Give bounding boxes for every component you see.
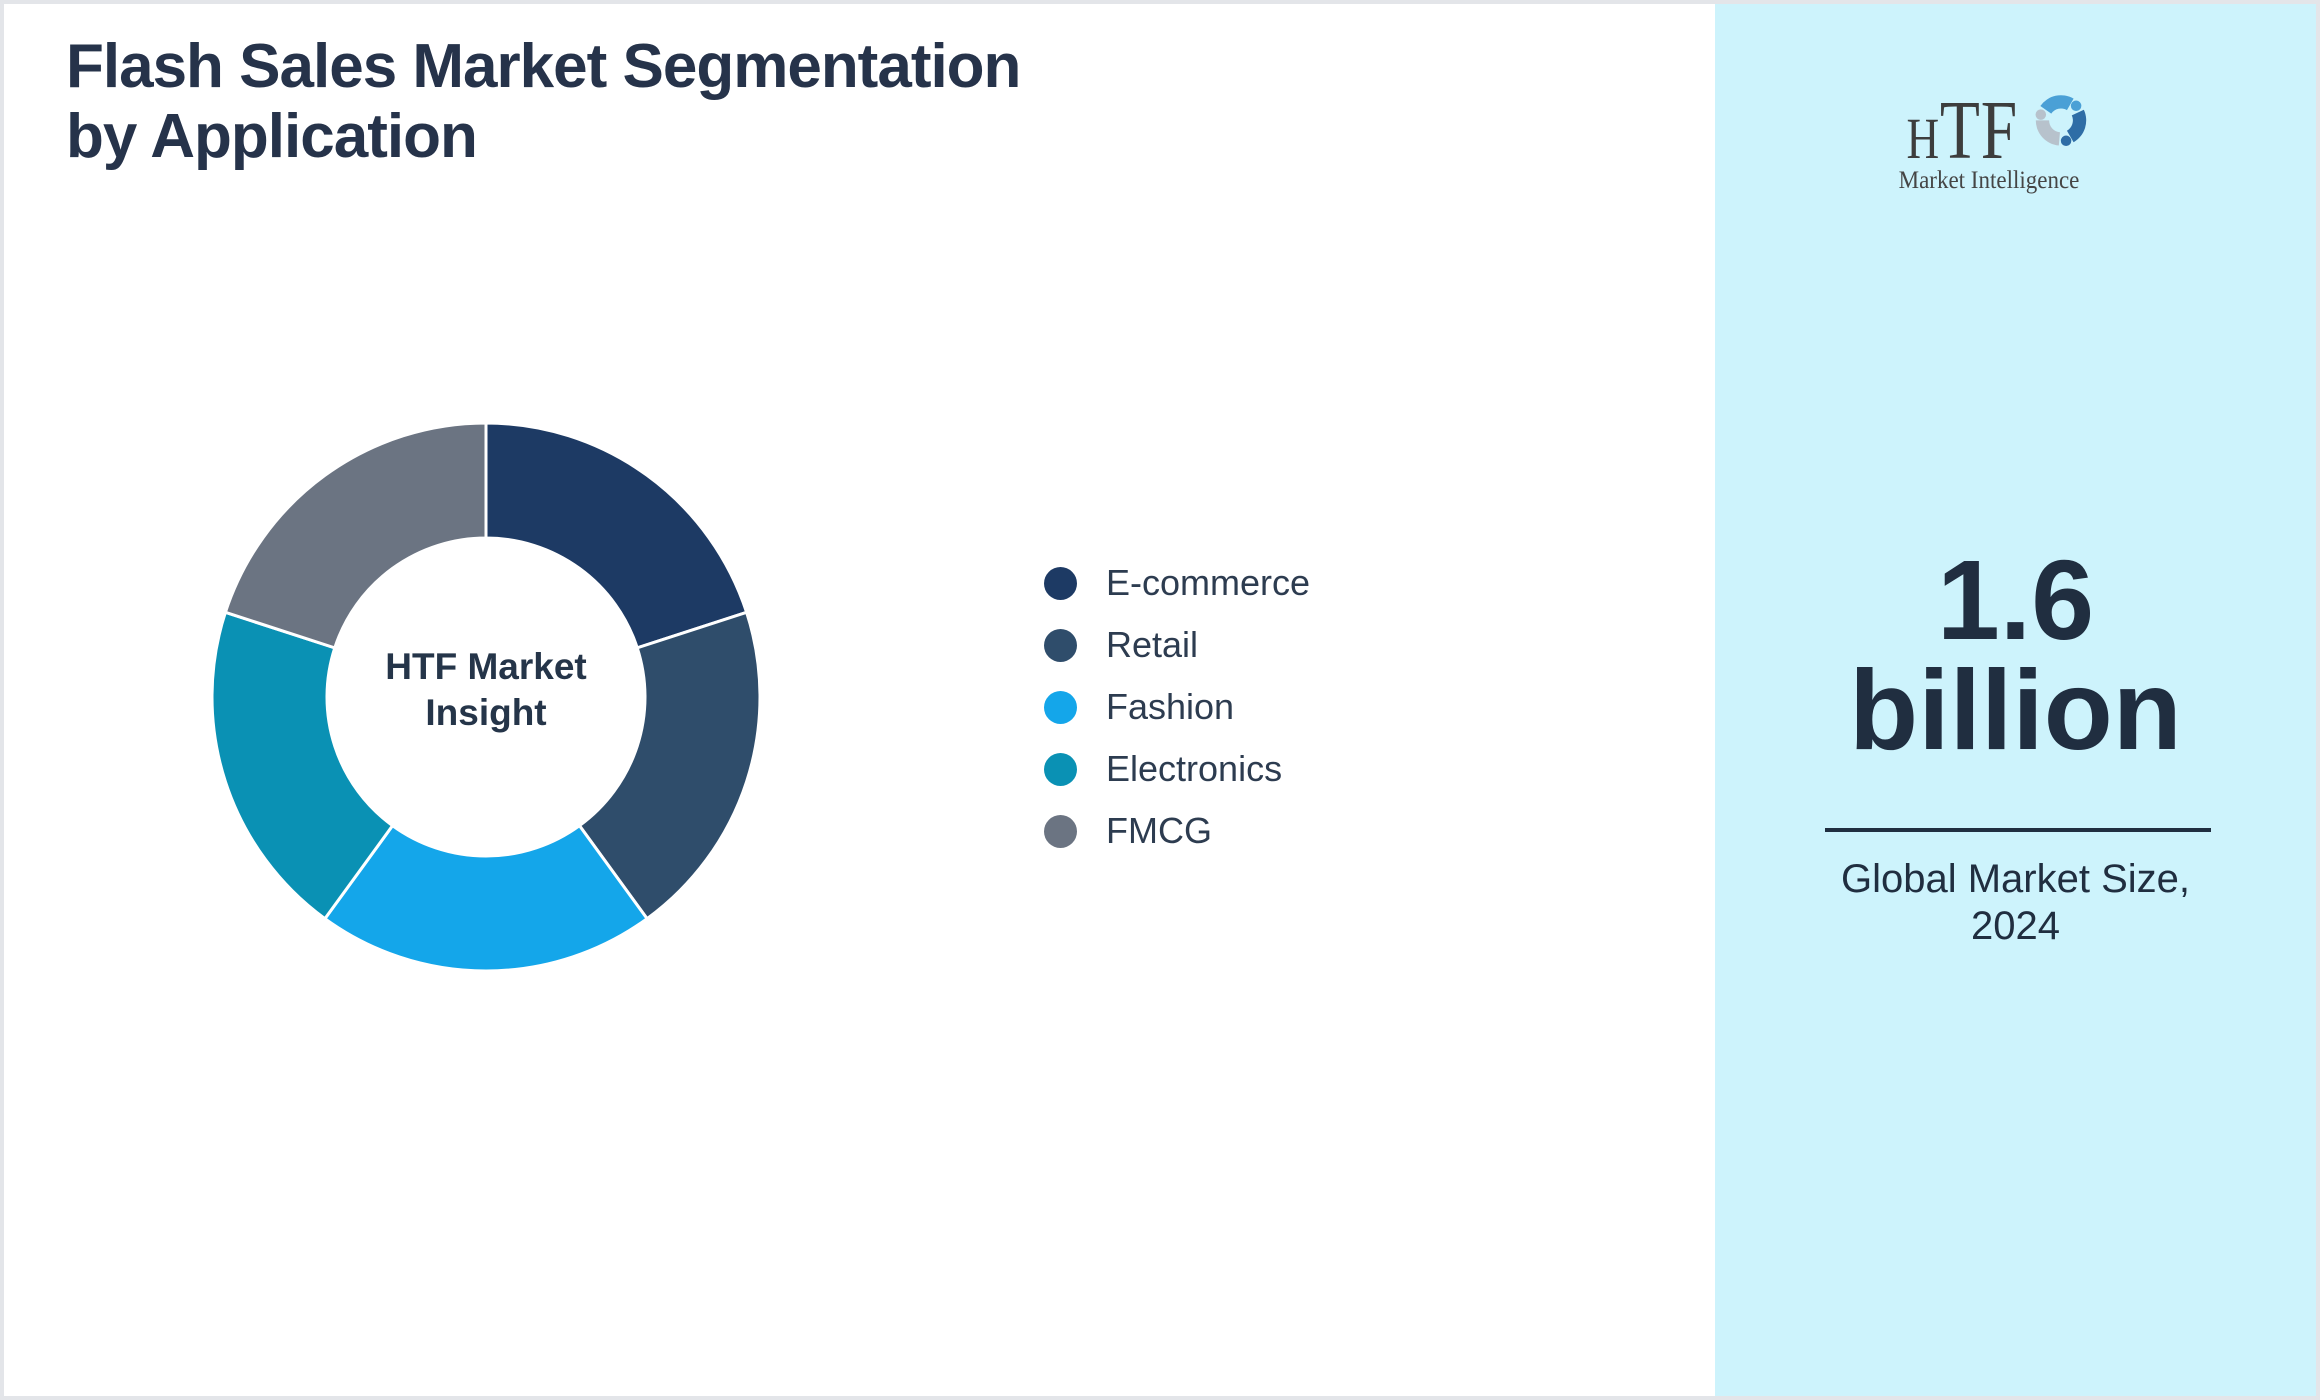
title-line-1: Flash Sales Market Segmentation: [66, 32, 1021, 101]
donut-segment-retail: [577, 610, 762, 921]
logo-swirl-dot: [2036, 109, 2047, 120]
legend-item: Fashion: [1044, 676, 1310, 738]
legend-label: Electronics: [1106, 748, 1283, 789]
donut-segment-fashion: [322, 823, 650, 973]
legend-label: FMCG: [1106, 810, 1212, 851]
logo-letter: H: [1905, 106, 1940, 172]
legend: E-commerce Retail Fashion Electronics FMCG: [1044, 552, 1310, 862]
legend-swatch: [1044, 690, 1077, 724]
donut-svg: [210, 421, 762, 973]
stat-divider: [1825, 828, 2211, 832]
stat-value: 1.6 billion: [1715, 544, 2316, 767]
logo-swirl-shape: [2040, 95, 2075, 114]
stat-caption: Global Market Size, 2024: [1715, 856, 2316, 950]
caption-line-1: Global Market Size,: [1840, 857, 2191, 901]
stat-value-line-2: billion: [1849, 647, 2182, 773]
legend-item: Electronics: [1044, 738, 1310, 800]
logo-swirl-dot: [2061, 135, 2072, 147]
legend-label: E-commerce: [1106, 562, 1311, 603]
logo-swirl-icon: [2036, 95, 2087, 147]
title-line-2: by Application: [66, 102, 478, 171]
htf-logo: HTF Market Intelligence: [1839, 74, 2139, 195]
legend-swatch: [1044, 566, 1077, 600]
logo-subtitle: Market Intelligence: [1898, 167, 2080, 194]
stat-value-line-1: 1.6: [1936, 537, 2095, 663]
legend-swatch: [1044, 628, 1077, 662]
logo-letter: F: [1980, 84, 2018, 178]
page-title: Flash Sales Market Segmentation by Appli…: [66, 32, 1021, 172]
legend-swatch: [1044, 752, 1077, 786]
donut-segment-e-commerce: [484, 421, 749, 650]
donut-segment-fmcg: [223, 421, 488, 650]
logo-swirl-shape: [2036, 120, 2061, 146]
donut-chart: HTF Market Insight: [209, 420, 763, 974]
logo-swirl-dot: [2071, 100, 2082, 112]
logo-text: HTF: [1906, 89, 2017, 173]
legend-swatch: [1044, 814, 1077, 848]
caption-line-2: 2024: [1971, 904, 2060, 948]
legend-label: Fashion: [1106, 686, 1235, 727]
legend-item: FMCG: [1044, 800, 1310, 862]
logo-swirl-shape: [2067, 109, 2087, 143]
legend-label: Retail: [1106, 624, 1199, 665]
donut-segment-electronics: [210, 610, 395, 921]
legend-item: E-commerce: [1044, 552, 1310, 614]
logo-letter: T: [1939, 84, 1981, 178]
logo-row: HTF: [1839, 74, 2139, 173]
sidebar: HTF Market Intelligence 1.6 billion Glob…: [1715, 4, 2316, 1396]
legend-item: Retail: [1044, 614, 1310, 676]
